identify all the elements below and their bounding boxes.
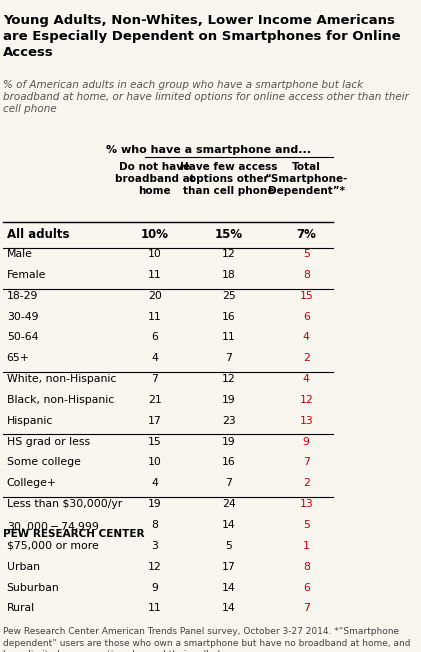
Text: Total
“Smartphone-
Dependent”*: Total “Smartphone- Dependent”* xyxy=(264,162,348,196)
Text: HS grad or less: HS grad or less xyxy=(7,437,90,447)
Text: 15%: 15% xyxy=(215,228,243,241)
Text: 13: 13 xyxy=(299,499,313,509)
Text: % who have a smartphone and...: % who have a smartphone and... xyxy=(106,145,311,155)
Text: 15: 15 xyxy=(299,291,313,301)
Text: Some college: Some college xyxy=(7,458,80,467)
Text: 19: 19 xyxy=(222,437,236,447)
Text: 19: 19 xyxy=(148,499,162,509)
Text: Female: Female xyxy=(7,270,46,280)
Text: Less than $30,000/yr: Less than $30,000/yr xyxy=(7,499,122,509)
Text: 8: 8 xyxy=(152,520,158,530)
Text: 50-64: 50-64 xyxy=(7,333,38,342)
Text: 5: 5 xyxy=(303,520,310,530)
Text: 7: 7 xyxy=(225,353,232,363)
Text: 4: 4 xyxy=(303,374,310,384)
Text: 15: 15 xyxy=(148,437,162,447)
Text: Pew Research Center American Trends Panel survey, October 3-27 2014. *“Smartphon: Pew Research Center American Trends Pane… xyxy=(3,627,411,652)
Text: 24: 24 xyxy=(222,499,236,509)
Text: Hispanic: Hispanic xyxy=(7,416,53,426)
Text: 5: 5 xyxy=(303,249,310,259)
Text: 65+: 65+ xyxy=(7,353,29,363)
Text: 11: 11 xyxy=(148,312,162,321)
Text: 6: 6 xyxy=(303,582,310,593)
Text: Do not have
broadband at
home: Do not have broadband at home xyxy=(115,162,195,196)
Text: Urban: Urban xyxy=(7,561,40,572)
Text: 25: 25 xyxy=(222,291,236,301)
Text: Young Adults, Non-Whites, Lower Income Americans
are Especially Dependent on Sma: Young Adults, Non-Whites, Lower Income A… xyxy=(3,14,401,59)
Text: College+: College+ xyxy=(7,479,57,488)
Text: 14: 14 xyxy=(222,582,236,593)
Text: 2: 2 xyxy=(303,479,310,488)
Text: Male: Male xyxy=(7,249,32,259)
Text: Black, non-Hispanic: Black, non-Hispanic xyxy=(7,395,114,405)
Text: 20: 20 xyxy=(148,291,162,301)
Text: All adults: All adults xyxy=(7,228,69,241)
Text: 12: 12 xyxy=(222,374,236,384)
Text: 10: 10 xyxy=(148,458,162,467)
Text: 12: 12 xyxy=(222,249,236,259)
Text: 11: 11 xyxy=(148,603,162,614)
Text: 23: 23 xyxy=(222,416,236,426)
Text: 21: 21 xyxy=(148,395,162,405)
Text: $75,000 or more: $75,000 or more xyxy=(7,541,99,551)
Text: PEW RESEARCH CENTER: PEW RESEARCH CENTER xyxy=(3,529,145,539)
Text: 2: 2 xyxy=(303,353,310,363)
Text: Have few access
options other
than cell phone: Have few access options other than cell … xyxy=(180,162,277,196)
Text: 9: 9 xyxy=(303,437,310,447)
Text: Rural: Rural xyxy=(7,603,35,614)
Text: 11: 11 xyxy=(222,333,236,342)
Text: 18: 18 xyxy=(222,270,236,280)
Text: 9: 9 xyxy=(152,582,158,593)
Text: 7: 7 xyxy=(303,458,310,467)
Text: 12: 12 xyxy=(148,561,162,572)
Text: 17: 17 xyxy=(222,561,236,572)
Text: 7: 7 xyxy=(303,603,310,614)
Text: 13: 13 xyxy=(299,416,313,426)
Text: Suburban: Suburban xyxy=(7,582,59,593)
Text: 30-49: 30-49 xyxy=(7,312,38,321)
Text: 12: 12 xyxy=(299,395,313,405)
Text: 19: 19 xyxy=(222,395,236,405)
Text: 7%: 7% xyxy=(296,228,316,241)
Text: 1: 1 xyxy=(303,541,310,551)
Text: 5: 5 xyxy=(225,541,232,551)
Text: 10: 10 xyxy=(148,249,162,259)
Text: 16: 16 xyxy=(222,312,236,321)
Text: 4: 4 xyxy=(152,479,158,488)
Text: 14: 14 xyxy=(222,603,236,614)
Text: 7: 7 xyxy=(225,479,232,488)
Text: $30,000-$74,999: $30,000-$74,999 xyxy=(7,520,99,533)
Text: 8: 8 xyxy=(303,561,310,572)
Text: White, non-Hispanic: White, non-Hispanic xyxy=(7,374,116,384)
Text: 4: 4 xyxy=(303,333,310,342)
Text: 7: 7 xyxy=(152,374,158,384)
Text: 14: 14 xyxy=(222,520,236,530)
Text: 6: 6 xyxy=(303,312,310,321)
Text: 3: 3 xyxy=(152,541,158,551)
Text: 18-29: 18-29 xyxy=(7,291,38,301)
Text: 4: 4 xyxy=(152,353,158,363)
Text: 16: 16 xyxy=(222,458,236,467)
Text: % of American adults in each group who have a smartphone but lack
broadband at h: % of American adults in each group who h… xyxy=(3,80,409,114)
Text: 11: 11 xyxy=(148,270,162,280)
Text: 6: 6 xyxy=(152,333,158,342)
Text: 8: 8 xyxy=(303,270,310,280)
Text: 17: 17 xyxy=(148,416,162,426)
Text: 10%: 10% xyxy=(141,228,169,241)
